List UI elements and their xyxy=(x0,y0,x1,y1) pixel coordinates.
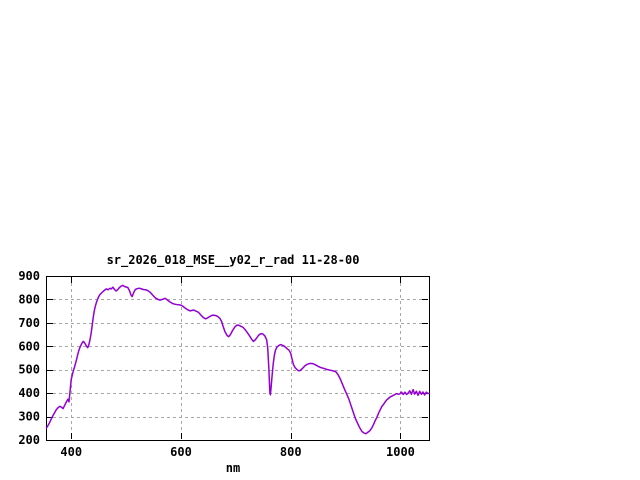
y-tick-label: 800 xyxy=(18,292,40,306)
y-tick-label: 200 xyxy=(18,433,40,447)
x-tick-label: 800 xyxy=(280,445,302,459)
x-axis-label: nm xyxy=(226,461,240,475)
data-line xyxy=(45,284,430,435)
y-tick-label: 300 xyxy=(18,410,40,424)
y-tick-label: 700 xyxy=(18,316,40,330)
y-tick-label: 600 xyxy=(18,339,40,353)
line-layer xyxy=(45,284,430,435)
axis-layer: 400 600 800 1000 200 300 400 500 600 700 800 900 xyxy=(18,269,430,459)
x-tick-label: 400 xyxy=(60,445,82,459)
y-tick-label: 500 xyxy=(18,363,40,377)
chart-title: sr_2026_018_MSE__y02_r_rad 11-28-00 xyxy=(107,253,360,268)
y-tick-label: 900 xyxy=(18,269,40,283)
x-tick-label: 600 xyxy=(170,445,192,459)
plot-border xyxy=(46,276,430,441)
y-tick-label: 400 xyxy=(18,386,40,400)
x-tick-label: 1000 xyxy=(386,445,415,459)
grid-layer xyxy=(47,277,428,439)
